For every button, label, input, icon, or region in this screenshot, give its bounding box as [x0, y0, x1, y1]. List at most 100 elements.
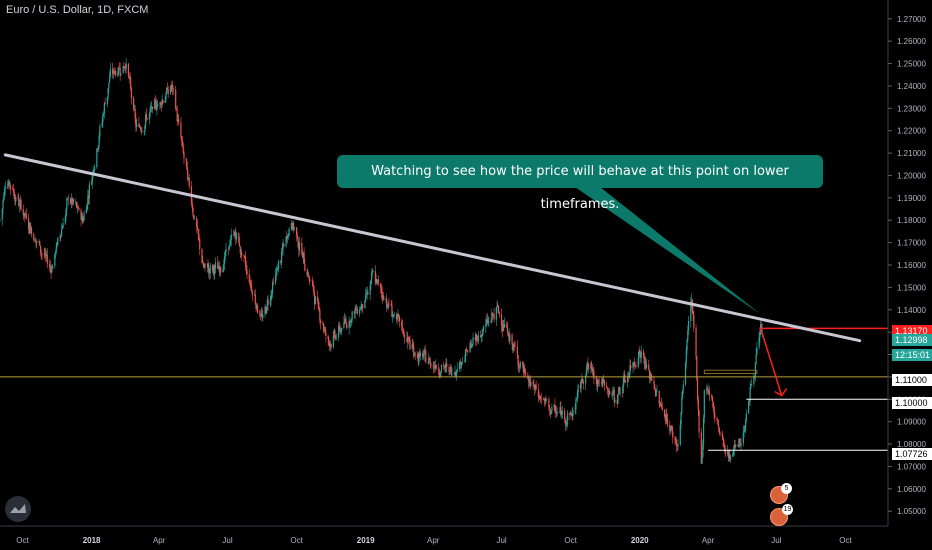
candle-body — [424, 350, 426, 352]
candle-body — [579, 384, 582, 389]
candle-body — [127, 63, 129, 76]
candle-body — [600, 382, 603, 384]
candle-body — [654, 384, 656, 390]
candle-body — [281, 249, 283, 252]
candle-body — [51, 266, 54, 269]
tradingview-logo-icon[interactable] — [5, 496, 31, 522]
candle-body — [498, 312, 500, 315]
candle-body — [546, 399, 548, 400]
candle-body — [35, 242, 37, 243]
candle-body — [479, 335, 482, 337]
candle-body — [292, 222, 294, 230]
candle-body — [20, 199, 22, 210]
candle-body — [238, 233, 240, 243]
candle-body — [264, 306, 266, 315]
candle-body — [627, 376, 629, 383]
candle-body — [754, 363, 756, 377]
candle-body — [302, 252, 304, 258]
candle-body — [124, 67, 126, 69]
candle-body — [539, 396, 541, 398]
candle-body — [344, 318, 346, 322]
candle-body — [75, 201, 77, 203]
candle-body — [60, 229, 63, 237]
candle-body — [85, 209, 87, 214]
candle-body — [301, 254, 304, 258]
candle-body — [39, 241, 41, 246]
candle-body — [734, 444, 736, 447]
candle-body — [340, 331, 342, 332]
candle-body — [102, 115, 104, 123]
x-tick-label: Jul — [496, 536, 506, 545]
candle-body — [729, 454, 731, 460]
candle-body — [434, 365, 437, 369]
candle-body — [65, 209, 67, 217]
candle-body — [41, 253, 43, 255]
candle-body — [560, 407, 562, 416]
candle-body — [676, 445, 678, 447]
price-label-110: 1.10000 — [892, 397, 932, 409]
candle-body — [220, 267, 222, 273]
candle-body — [485, 319, 488, 324]
annotation-callout[interactable]: Watching to see how the price will behav… — [337, 155, 823, 212]
candle-body — [171, 84, 173, 87]
candle-body — [181, 136, 183, 142]
candle-body — [496, 305, 498, 308]
candle-body — [663, 409, 666, 417]
candle-body — [458, 362, 461, 370]
candle-body — [487, 321, 489, 323]
candle-body — [59, 235, 61, 238]
candle-body — [317, 296, 319, 302]
candle-body — [329, 343, 331, 347]
candle-body — [115, 71, 117, 76]
candle-body — [141, 131, 143, 133]
candle-body — [160, 103, 163, 106]
drawings-layer — [0, 153, 888, 451]
candle-body — [749, 387, 751, 402]
candle-body — [218, 265, 220, 272]
candle-body — [532, 382, 534, 385]
candle-body — [223, 263, 225, 271]
candle-body — [444, 367, 446, 368]
candle-body — [25, 214, 27, 219]
candle-body — [449, 370, 451, 372]
candle-body — [428, 357, 431, 361]
candle-body — [136, 123, 138, 128]
candle-body — [135, 118, 137, 128]
candle-body — [553, 405, 555, 408]
candle-body — [434, 366, 436, 369]
candle-body — [60, 235, 62, 237]
candle-body — [430, 364, 432, 366]
candle-body — [8, 182, 10, 185]
candle-body — [382, 295, 384, 298]
candle-body — [712, 401, 714, 407]
candle-body — [57, 237, 59, 245]
candle-body — [407, 337, 410, 339]
candle-body — [445, 363, 447, 368]
candle-body — [588, 366, 590, 369]
candle-body — [474, 337, 476, 340]
candle-body — [754, 376, 756, 377]
candle-body — [314, 293, 316, 305]
candle-body — [502, 325, 504, 331]
x-tick-label: Oct — [564, 536, 577, 545]
candle-body — [217, 262, 219, 269]
candle-body — [543, 399, 545, 402]
candle-body — [598, 382, 600, 384]
candle-body — [346, 324, 348, 329]
y-tick-label: 1.24000 — [897, 82, 926, 91]
candle-body — [576, 399, 578, 401]
candle-body — [392, 314, 395, 317]
candle-body — [43, 253, 45, 255]
candle-body — [17, 197, 19, 198]
candle-body — [571, 414, 573, 417]
candle-body — [572, 409, 574, 417]
candle-body — [128, 75, 130, 79]
candle-body — [607, 389, 609, 392]
candle-body — [443, 364, 445, 366]
candle-body — [633, 362, 636, 366]
candle-body — [23, 213, 25, 216]
candle-body — [413, 346, 415, 357]
candle-body — [29, 223, 31, 233]
candle-body — [639, 350, 641, 353]
